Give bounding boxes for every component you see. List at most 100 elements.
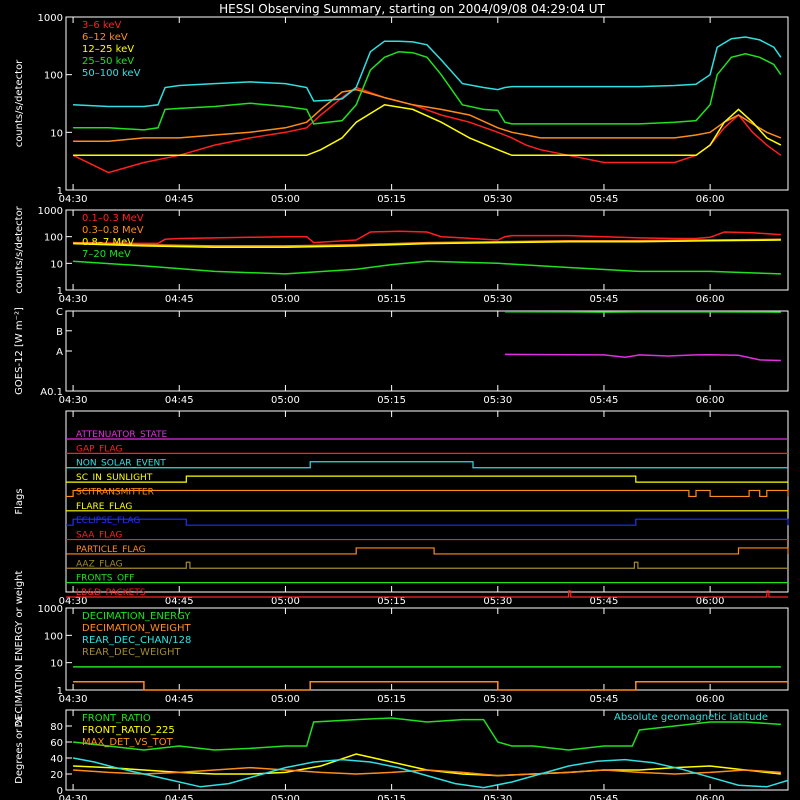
p2-legend-entry: 0.1–0.3 MeV (82, 213, 144, 224)
flag-label-1: GAP_FLAG (76, 444, 122, 454)
flag-label-9: AAZ_FLAG (76, 559, 123, 569)
p1-frame (65, 16, 789, 191)
p6-x-tick-label: 04:45 (165, 794, 194, 800)
p2-axes: 04:30 04:45 05:00 05:15 05:30 05:45 06:00 1 10 10… (38, 206, 789, 305)
p1-x-tick-label: 04:30 (59, 194, 88, 205)
p1-y-tick-label: 100 (44, 71, 63, 82)
p2-x-tick-label: 06:00 (696, 294, 725, 305)
p5-y-tick-label: 1 (57, 686, 63, 697)
p4-x-tick-label: 04:30 (59, 596, 88, 607)
p1-series-3-line (73, 50, 782, 131)
p5-y-axis-label: DECIMATION ENERGY or weight (14, 570, 25, 727)
p1-legend-entry: 12–25 keV (82, 44, 134, 55)
p3-y-tick-label: C (56, 307, 63, 318)
p3-x-tick-label: 04:30 (59, 395, 88, 406)
p1-series-2-line (73, 104, 782, 157)
p3-x-tick-label: 04:45 (165, 395, 194, 406)
flag-line-4 (66, 489, 789, 498)
flag-label-11: LB&D_PACKETS (76, 588, 146, 598)
p1-x-tick-label: 04:45 (165, 194, 194, 205)
p1-series-4-line (73, 36, 782, 108)
flag-line-6 (66, 518, 789, 526)
flag-label-10: FRONTS_OFF (76, 574, 134, 584)
p6-legend-entry: FRONT_RATIO_225 (82, 725, 175, 736)
p2-series-0-line (73, 230, 781, 245)
p5-y-tick-label: 100 (44, 631, 63, 642)
flag-label-6: ECLIPSE_FLAG (76, 516, 140, 526)
p6-frame (65, 709, 789, 791)
p3-y-axis-label: GOES-12 [W m⁻²] (14, 307, 25, 395)
p2-series-1-line (73, 238, 781, 247)
figure-title: HESSI Observing Summary, starting on 200… (219, 2, 605, 16)
p1-x-tick-label: 06:00 (696, 194, 725, 205)
p1-x-tick-label: 05:15 (377, 194, 406, 205)
p5-legend-entry: REAR_DEC_WEIGHT (82, 647, 181, 658)
p3-frame (65, 310, 789, 392)
p5-y-tick-label: 10 (50, 659, 63, 670)
p5-x-tick-label: 04:30 (59, 694, 88, 705)
p2-x-tick-label: 04:30 (59, 294, 88, 305)
p1-x-tick-label: 05:30 (483, 194, 512, 205)
p2-series-3-line (73, 260, 781, 275)
p1-axes: 04:30 04:45 05:00 05:15 05:30 05:45 06:00 1 10 10… (38, 13, 789, 205)
p3-x-tick-label: 05:15 (377, 395, 406, 406)
flag-label-0: ATTENUATOR_STATE (76, 430, 168, 440)
p3-x-tick-label: 05:45 (590, 395, 619, 406)
p3-series-1-line (504, 353, 781, 362)
p4-frame (65, 410, 789, 593)
p4-y-axis-label: Flags (14, 488, 25, 514)
p6-series-2-line (73, 766, 781, 777)
p5-x-tick-label: 05:15 (377, 694, 406, 705)
p2-legend-entry: 7–20 MeV (82, 249, 131, 260)
flag-label-3: SC_IN_SUNLIGHT (76, 473, 153, 483)
p6-x-tick-label: 05:15 (377, 794, 406, 800)
p2-x-tick-label: 05:30 (483, 294, 512, 305)
p1-legend-entry: 50–100 keV (82, 68, 141, 79)
p3-y-tick-label: A (56, 347, 63, 358)
flag-line-2 (66, 461, 788, 469)
p2-legend-entry: 0.8–7 MeV (82, 237, 134, 248)
p2-y-tick-label: 100 (44, 233, 63, 244)
p4-x-tick-label: 05:45 (590, 596, 619, 607)
p6-y-tick-label: 0 (57, 786, 63, 797)
p6-legend-entry: FRONT_RATIO (82, 713, 151, 724)
p6-legend-entry: MAX_DET_VS_TOT (82, 737, 174, 748)
p1-legend-entry: 25–50 keV (82, 56, 134, 67)
p6-series-3-line (72, 757, 789, 789)
p5-series-1-line (73, 681, 788, 691)
flag-label-7: SAA_FLAG (76, 531, 122, 541)
p2-y-tick-label: 10 (50, 259, 63, 270)
p2-x-tick-label: 05:15 (377, 294, 406, 305)
p2-y-tick-label: 1000 (38, 206, 63, 217)
p3-axes: 04:30 04:45 05:00 05:15 05:30 05:45 06:00 A0.1 A… (40, 307, 789, 406)
p1-x-tick-label: 05:45 (590, 194, 619, 205)
p6-y-axis-label: Degrees or % (14, 716, 25, 784)
flag-line-11 (66, 590, 788, 598)
p1-y-tick-label: 1 (57, 186, 63, 197)
flag-line-3 (66, 475, 788, 483)
p6-y-tick-label: 80 (50, 722, 63, 733)
p5-axes: 04:30 04:45 05:00 05:15 05:30 05:45 06:00 1 10 10… (38, 604, 789, 705)
p4-x-tick-label: 05:15 (377, 596, 406, 607)
p1-legend-entry: 3–6 keV (82, 20, 121, 31)
p4-x-tick-label: 04:45 (165, 596, 194, 607)
p1-y-tick-label: 1000 (38, 13, 63, 24)
p5-frame (65, 607, 789, 691)
p4-x-tick-label: 06:00 (696, 596, 725, 607)
p2-legend-entry: 0.3–0.8 MeV (82, 225, 144, 236)
p3-y-tick-label: B (56, 327, 63, 338)
flag-label-5: FLARE_FLAG (76, 502, 132, 512)
p2-frame (65, 209, 789, 291)
flag-line-9 (66, 561, 788, 569)
p6-x-tick-label: 06:00 (696, 794, 725, 800)
p2-x-tick-label: 05:45 (590, 294, 619, 305)
p1-series-0-line (72, 86, 782, 174)
p6-y-tick-label: 40 (50, 754, 63, 765)
p2-series-2-line (73, 239, 781, 249)
p4-x-tick-label: 05:30 (483, 596, 512, 607)
p3-x-tick-label: 05:30 (483, 395, 512, 406)
p4-axes: 04:30 04:45 05:00 05:15 05:30 05:45 06:00 (59, 410, 789, 607)
p6-x-tick-label: 05:30 (483, 794, 512, 800)
p6-x-tick-label: 05:00 (271, 794, 300, 800)
